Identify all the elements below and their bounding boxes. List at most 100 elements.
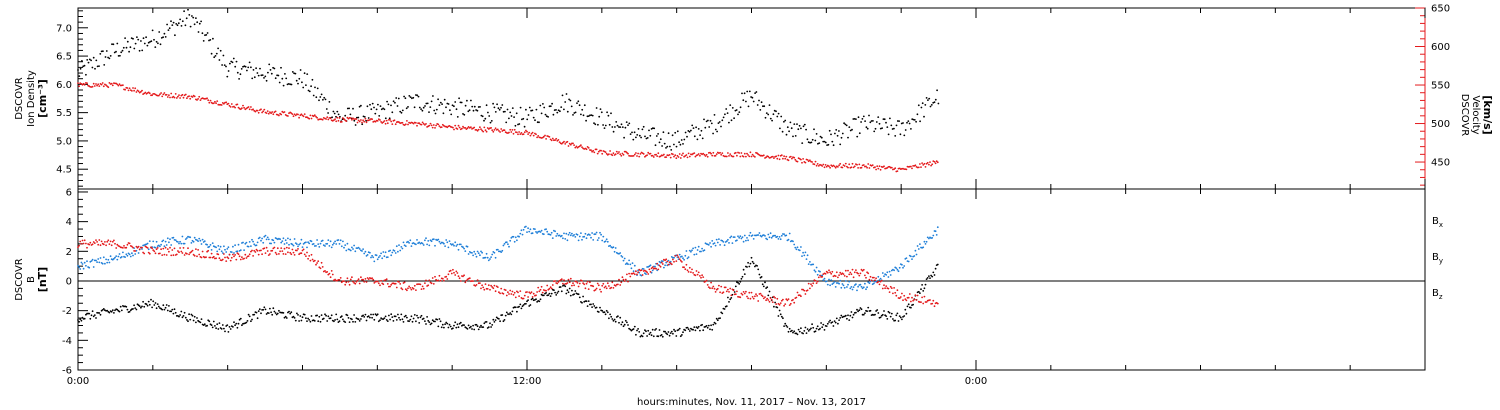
velocity-point (531, 131, 534, 134)
density-point (841, 132, 844, 135)
by-point (129, 255, 132, 258)
bz-point (400, 287, 403, 290)
density-point (933, 101, 936, 104)
density-point (435, 108, 438, 111)
by-point (722, 241, 725, 243)
velocity-point (480, 128, 482, 131)
by-point (477, 252, 480, 255)
bz-point (348, 283, 351, 286)
by-point (462, 246, 464, 249)
bz-point (694, 274, 697, 277)
velocity-point (572, 142, 574, 145)
density-point (253, 76, 256, 79)
bx-point (858, 309, 861, 312)
bz-point (705, 279, 708, 282)
by-point (711, 240, 714, 242)
velocity-point (609, 150, 611, 152)
bz-point (113, 239, 115, 242)
density-point (280, 66, 282, 69)
by-point (116, 258, 119, 261)
by-point (503, 243, 506, 245)
bz-point (376, 280, 379, 283)
by-point (102, 256, 105, 259)
bx-point (317, 320, 320, 323)
by-point (424, 239, 426, 242)
density-point (150, 40, 153, 43)
by-point (513, 240, 516, 243)
bx-point (529, 304, 532, 306)
density-point (500, 106, 502, 109)
density-point (680, 139, 683, 141)
bz-point (659, 265, 662, 268)
density-point (555, 109, 557, 111)
density-point (519, 106, 522, 109)
density-point (688, 130, 691, 133)
by-point (263, 235, 266, 238)
density-point (451, 104, 454, 107)
by-point (573, 234, 575, 236)
bz-point (95, 239, 97, 242)
by-point (315, 245, 317, 247)
by-point (170, 244, 173, 246)
by-point (731, 242, 734, 245)
bz-point (877, 280, 880, 283)
density-point (301, 81, 303, 84)
by-point (767, 233, 770, 236)
by-point (77, 264, 79, 267)
density-point (915, 120, 917, 123)
velocity-point (383, 120, 386, 122)
bx-point (128, 310, 131, 313)
density-point (391, 111, 394, 114)
density-point (862, 115, 865, 118)
bz-point (334, 278, 336, 281)
velocity-point (780, 154, 783, 157)
bz-point (154, 252, 157, 255)
velocity-point (212, 102, 215, 105)
density-point (163, 32, 166, 35)
by-point (584, 232, 587, 235)
bz-point (649, 271, 652, 273)
bx-point (264, 308, 267, 311)
by-point (260, 239, 262, 242)
density-point (725, 108, 728, 110)
by-point (536, 232, 538, 234)
velocity-point (922, 164, 925, 166)
by-point (846, 286, 848, 288)
by-point (730, 235, 733, 238)
density-point (506, 108, 509, 111)
velocity-point (578, 145, 581, 148)
bx-point (626, 321, 628, 324)
by-point (585, 237, 588, 240)
bz-point (115, 247, 118, 249)
bx-point (885, 315, 888, 317)
density-point (881, 127, 883, 129)
by-point (85, 264, 87, 267)
by-point (558, 234, 561, 237)
density-point (240, 68, 243, 70)
density-point (396, 105, 399, 107)
bx-point (203, 323, 206, 326)
density-point (814, 139, 817, 142)
velocity-point (729, 153, 732, 156)
density-point (654, 144, 657, 147)
by-point (546, 230, 549, 233)
density-point (563, 108, 565, 111)
density-point (189, 25, 192, 28)
velocity-point (833, 165, 836, 168)
bz-point (851, 268, 854, 271)
bx-point (840, 314, 843, 317)
density-point (638, 134, 641, 137)
density-point (387, 103, 390, 106)
bz-point (475, 284, 478, 286)
bz-point (166, 248, 169, 251)
bz-point (88, 243, 91, 246)
bx-point (721, 312, 724, 315)
bz-point (915, 299, 918, 301)
bz-point (152, 249, 155, 252)
by-point (873, 282, 875, 285)
bz-point (99, 244, 102, 247)
by-point (126, 254, 129, 257)
by-point (620, 255, 623, 257)
velocity-point (935, 160, 938, 163)
density-point (297, 82, 299, 85)
